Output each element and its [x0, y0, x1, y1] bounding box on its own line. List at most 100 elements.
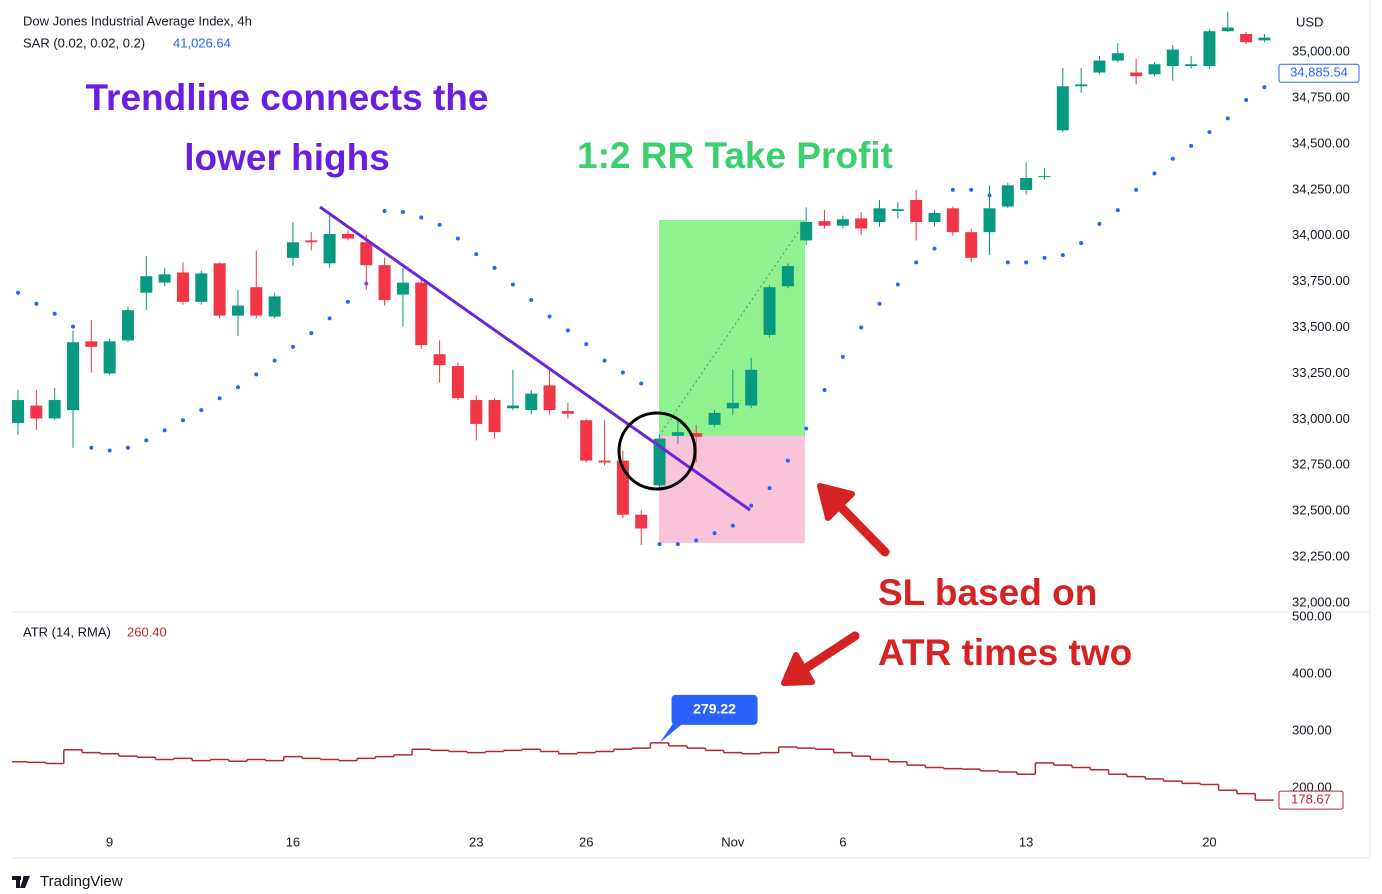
candle-body: [213, 263, 226, 316]
annotation-stop-loss: ATR times two: [878, 632, 1132, 673]
arrow: [781, 631, 860, 686]
sar-dot: [16, 290, 20, 295]
candle-body: [66, 342, 79, 411]
x-tick-label: 26: [579, 834, 593, 849]
candle-body: [781, 266, 794, 287]
candle-body: [1185, 64, 1198, 67]
value-bubble-label: 279.22: [693, 701, 736, 717]
candle-body: [103, 341, 116, 374]
candle-body: [268, 296, 281, 317]
candle-body: [341, 233, 354, 239]
sar-dot: [529, 298, 534, 303]
candle-body: [946, 208, 959, 233]
sar-dot: [694, 538, 699, 543]
sar-dot: [1024, 260, 1029, 265]
y-tick-label: 33,000.00: [1292, 411, 1350, 426]
sar-dot: [272, 358, 277, 363]
candle-body: [1020, 178, 1033, 190]
candle-body: [48, 400, 61, 419]
candle-body: [818, 221, 831, 226]
y-tick-label: 33,500.00: [1292, 319, 1350, 334]
sar-dot: [584, 342, 589, 347]
sar-dot: [345, 299, 350, 304]
y-tick-label: 34,250.00: [1292, 181, 1350, 196]
candle-body: [415, 282, 428, 345]
logo-part: [23, 876, 27, 880]
sar-dot: [437, 222, 442, 227]
arrow: [817, 483, 890, 557]
sar-dot: [730, 523, 735, 528]
last-value-tag: [1278, 790, 1344, 810]
candle-body: [488, 400, 501, 433]
sar-dot: [1189, 143, 1194, 148]
sar-dot: [309, 331, 314, 336]
candle-body: [836, 219, 849, 226]
last-value-label: 178.67: [1291, 792, 1331, 807]
sar-dot: [125, 445, 130, 450]
candle-body: [1221, 27, 1234, 32]
candle-body: [855, 218, 868, 229]
candle-body: [1093, 60, 1106, 73]
x-tick-label: 23: [469, 834, 483, 849]
sar-dot: [969, 187, 974, 192]
candle-body: [286, 242, 299, 258]
candle-body: [598, 460, 611, 463]
candle-body: [250, 287, 263, 316]
atr-title: ATR (14, RMA): [23, 624, 111, 639]
annotation-take-profit: 1:2 RR Take Profit: [577, 135, 893, 176]
candle-body: [653, 438, 666, 486]
sar-dot: [1115, 208, 1120, 213]
sar-dot: [52, 311, 57, 316]
sar-dot: [767, 486, 772, 491]
x-tick-label: 20: [1202, 834, 1216, 849]
candle-body: [708, 412, 721, 425]
candle-body: [1166, 49, 1179, 67]
candle-body: [525, 393, 538, 411]
sar-dot: [199, 408, 204, 413]
logo-part: [16, 876, 20, 888]
candle-body: [396, 282, 409, 295]
sar-dot: [602, 358, 607, 363]
sar-legend: SAR (0.02, 0.02, 0.2): [23, 35, 145, 50]
sar-dot: [840, 354, 845, 359]
y-tick-label: 32,000.00: [1292, 594, 1350, 609]
sar-dot: [859, 325, 864, 330]
sar-dot: [89, 445, 94, 450]
candle-body: [800, 222, 813, 241]
candle-body: [231, 305, 244, 316]
candle-body: [745, 369, 758, 406]
candle-body: [360, 242, 373, 266]
sar-dot: [620, 370, 625, 375]
x-tick-label: 6: [839, 834, 846, 849]
sar-dot: [70, 324, 75, 329]
entry-circle: [617, 411, 697, 491]
candle-body: [543, 385, 556, 411]
annotation-trendline: lower highs: [184, 137, 390, 178]
take-profit-zone: [659, 220, 805, 436]
sar-dot: [400, 209, 405, 214]
x-tick-label: 9: [106, 834, 113, 849]
atr-header-value: 260.40: [127, 624, 167, 639]
candle-body: [140, 276, 153, 293]
sar-dot: [455, 236, 460, 241]
sar-dot: [712, 531, 717, 536]
candle-body: [451, 366, 464, 399]
sar-dot: [675, 542, 680, 547]
sar-dot: [639, 381, 644, 386]
candle-body: [1148, 64, 1161, 75]
y-tick-label: 400.00: [1292, 666, 1332, 681]
sar-dot: [1134, 187, 1139, 192]
sar-dot: [1042, 255, 1047, 260]
x-tick-label: 13: [1019, 834, 1033, 849]
candle-body: [323, 233, 336, 264]
candle-body: [470, 400, 483, 424]
arrow-head: [817, 483, 855, 521]
candle-body: [85, 341, 98, 347]
candle-body: [433, 354, 446, 366]
sar-dot: [180, 418, 185, 423]
candle-body: [690, 433, 703, 437]
candle-body: [1001, 185, 1014, 207]
candle-body: [635, 514, 648, 529]
chart-title: Dow Jones Industrial Average Index, 4h: [23, 13, 252, 28]
